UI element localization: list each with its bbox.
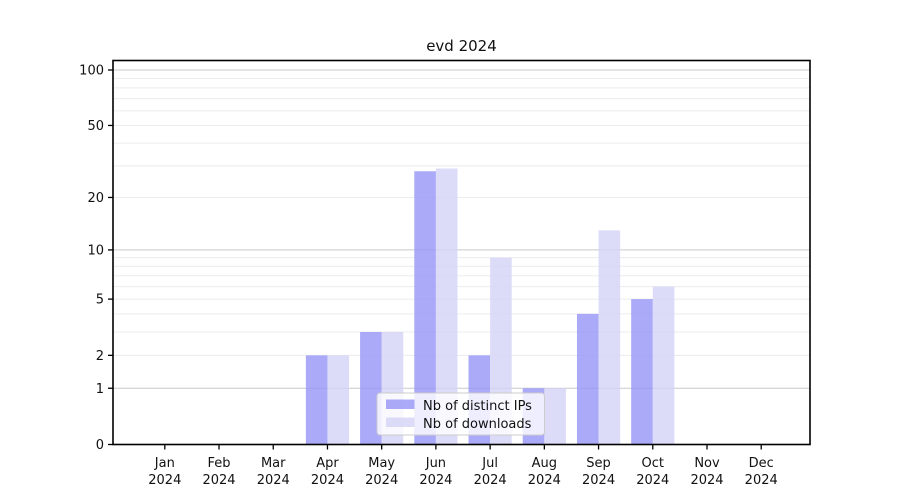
- bar-sep-downloads: [598, 230, 621, 445]
- legend-label-distinct-ips: Nb of distinct IPs: [423, 399, 532, 414]
- bar-aug-downloads: [544, 388, 566, 445]
- bar-oct-ips: [631, 299, 653, 445]
- x-tick-label-year: 2024: [419, 473, 452, 488]
- y-tick-label: 2: [96, 349, 104, 364]
- x-tick-label-month: Aug: [532, 456, 557, 471]
- bars: [305, 168, 675, 445]
- bar-may-ips: [360, 332, 382, 445]
- legend-label-downloads: Nb of downloads: [423, 417, 532, 432]
- y-tick-label: 1: [96, 382, 104, 397]
- x-tick-label-month: Sep: [586, 456, 611, 471]
- y-tick-label: 100: [79, 64, 104, 79]
- x-tick-label-year: 2024: [148, 473, 181, 488]
- x-tick-label-month: May: [368, 456, 395, 471]
- bar-oct-downloads: [652, 286, 675, 445]
- y-axis-ticks: 0 1 2 5 10 20 50 100: [79, 64, 113, 453]
- x-tick-label-month: Dec: [749, 456, 774, 471]
- x-tick-label-year: 2024: [365, 473, 398, 488]
- x-tick-label-month: Jul: [481, 456, 498, 471]
- legend-swatch-downloads: [386, 417, 415, 427]
- y-tick-label: 10: [87, 243, 104, 258]
- x-tick-label-year: 2024: [257, 473, 290, 488]
- y-tick-label: 5: [96, 293, 104, 308]
- x-tick-label-year: 2024: [582, 473, 615, 488]
- x-tick-label-year: 2024: [202, 473, 235, 488]
- y-tick-label: 20: [87, 191, 104, 206]
- y-tick-label: 0: [96, 438, 104, 453]
- legend: Nb of distinct IPs Nb of downloads: [376, 392, 545, 436]
- x-tick-label-month: Apr: [316, 456, 339, 471]
- legend-swatch-distinct-ips: [386, 399, 415, 409]
- x-tick-label-year: 2024: [311, 473, 344, 488]
- bar-sep-ips: [576, 313, 599, 445]
- x-tick-label-year: 2024: [636, 473, 669, 488]
- x-tick-label-year: 2024: [690, 473, 723, 488]
- bar-apr-ips: [305, 355, 328, 445]
- bar-jun-ips: [414, 171, 436, 445]
- legend-box: [376, 392, 545, 436]
- x-tick-label-month: Feb: [208, 456, 231, 471]
- x-tick-label-month: Jan: [154, 456, 175, 471]
- x-tick-label-month: Jun: [425, 456, 446, 471]
- x-tick-label-month: Oct: [642, 456, 664, 471]
- x-tick-label-year: 2024: [474, 473, 507, 488]
- plot-border: [112, 59, 811, 446]
- bar-jun-downloads: [435, 168, 458, 445]
- x-tick-label-year: 2024: [745, 473, 778, 488]
- x-tick-label-month: Nov: [694, 456, 720, 471]
- x-tick-label-year: 2024: [528, 473, 561, 488]
- x-axis-ticks: Jan 2024 Feb 2024 Mar 2024 Apr 2024 May 2024 Jun 20…: [148, 444, 778, 488]
- y-tick-label: 50: [87, 119, 104, 134]
- x-tick-label-month: Mar: [261, 456, 286, 471]
- gridlines: [113, 69, 810, 389]
- chart-title: evd 2024: [426, 37, 497, 55]
- bar-apr-downloads: [327, 355, 350, 445]
